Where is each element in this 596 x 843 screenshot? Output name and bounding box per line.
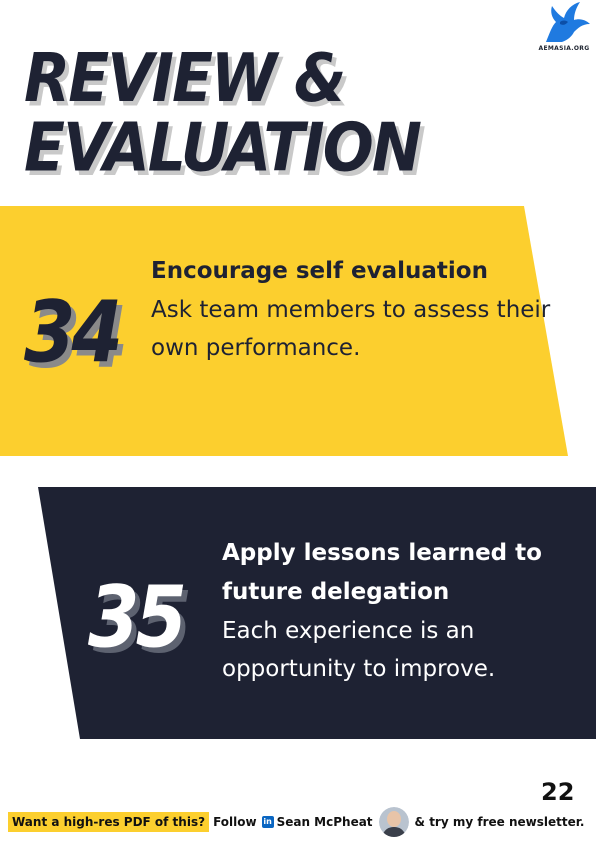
- tip-heading: Apply lessons learned to future delegati…: [222, 540, 542, 605]
- title-line-2: EVALUATION: [24, 108, 422, 188]
- tip-number: 34: [24, 283, 123, 382]
- linkedin-icon[interactable]: in: [261, 816, 274, 828]
- footer: Want a high-res PDF of this? Follow in S…: [8, 807, 585, 837]
- tip-heading: Encourage self evaluation: [151, 258, 488, 284]
- newsletter-text[interactable]: & try my free newsletter.: [414, 815, 585, 829]
- tip-band-34: [0, 206, 596, 456]
- logo: AEMASIA.ORG: [534, 2, 594, 58]
- yellow-band-shape: [0, 206, 568, 456]
- avatar: [378, 807, 409, 837]
- tip-35: Apply lessons learned to future delegati…: [222, 534, 592, 688]
- tip-body: Ask team members to assess their own per…: [151, 297, 551, 361]
- title-line-1: REVIEW &: [24, 39, 346, 118]
- follow-text: Follow: [213, 815, 257, 829]
- eagle-icon: [546, 2, 590, 42]
- tip-body: Each experience is an opportunity to imp…: [222, 618, 496, 682]
- navy-band-shape: [38, 487, 596, 739]
- tip-34: Encourage self evaluation Ask team membe…: [151, 252, 551, 367]
- tip-band-35: [0, 487, 596, 739]
- page-number: 22: [541, 778, 575, 806]
- page-title: REVIEW & EVALUATION: [24, 39, 422, 188]
- pdf-prompt[interactable]: Want a high-res PDF of this?: [8, 812, 210, 832]
- logo-text: AEMASIA.ORG: [538, 45, 590, 52]
- tip-number: 35: [88, 568, 187, 667]
- author-link[interactable]: Sean McPheat: [276, 815, 373, 829]
- avatar-icon: [378, 807, 409, 837]
